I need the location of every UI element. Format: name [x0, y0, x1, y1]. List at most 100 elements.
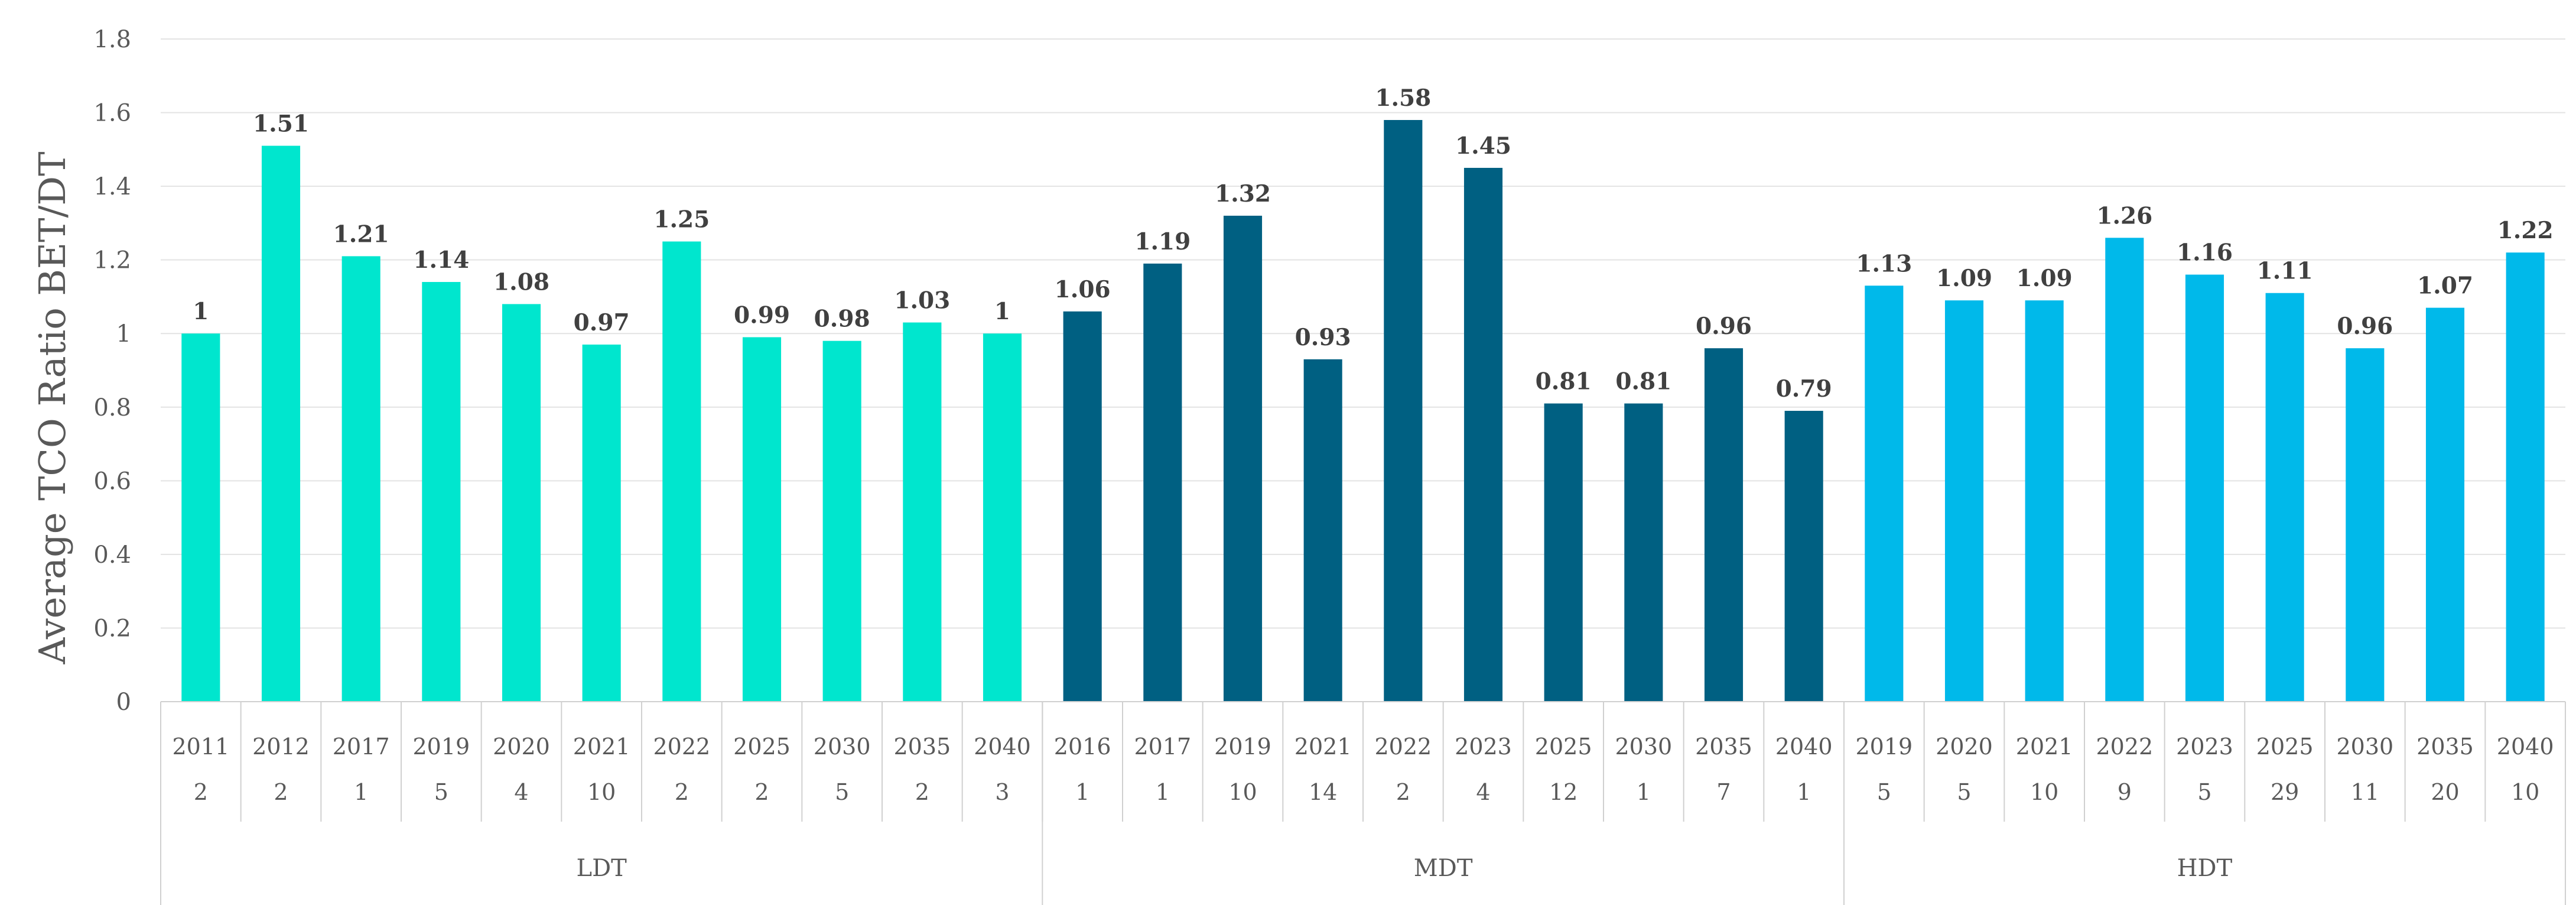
bar-mdt-2021 [1303, 359, 1342, 702]
data-label: 1.06 [1055, 276, 1111, 303]
bar-ldt-2030 [822, 340, 861, 702]
bar-hdt-2025 [2265, 293, 2304, 702]
data-label: 0.97 [574, 309, 630, 336]
x-tick-label-year: 2025 [1535, 734, 1592, 760]
bar-ldt-2021 [582, 344, 621, 702]
x-tick-label-count: 29 [2271, 779, 2299, 805]
bar-hdt-2022 [2105, 238, 2144, 702]
bar-ldt-2012 [261, 145, 301, 702]
bar-mdt-2019 [1223, 215, 1263, 702]
x-tick-label-count: 1 [1797, 779, 1811, 805]
x-tick-label-count: 5 [1877, 779, 1891, 805]
x-tick-label-year: 2040 [974, 734, 1031, 760]
x-tick-label-year: 2016 [1054, 734, 1111, 760]
bar-hdt-2021 [2025, 300, 2064, 702]
x-tick-label-year: 2021 [2016, 734, 2073, 760]
x-tick-label-count: 2 [915, 779, 929, 805]
bar-hdt-2023 [2185, 274, 2224, 702]
x-tick-label-year: 2040 [1775, 734, 1833, 760]
x-tick-label-count: 5 [1957, 779, 1971, 805]
y-tick-label: 0.2 [93, 615, 131, 642]
bar-ldt-2017 [341, 256, 380, 702]
data-label: 1.09 [1936, 265, 1992, 292]
bar-mdt-2030 [1624, 403, 1663, 702]
data-label: 1.11 [2257, 258, 2313, 285]
data-label: 0.93 [1295, 324, 1351, 351]
x-tick-label-count: 1 [1156, 779, 1170, 805]
bar-ldt-2040 [983, 333, 1022, 702]
x-tick-label-year: 2023 [1455, 734, 1512, 760]
data-label: 1.07 [2417, 273, 2473, 300]
y-tick-label: 1 [116, 320, 131, 348]
y-tick-label: 1.8 [93, 26, 131, 53]
x-tick-label-year: 2022 [653, 734, 710, 760]
x-axis: 2011220122201712019520204202110202222025… [160, 701, 2566, 905]
x-tick-label-count: 10 [2030, 779, 2058, 805]
data-label: 1 [994, 298, 1010, 325]
x-tick-label-year: 2019 [1214, 734, 1271, 760]
x-tick-label-count: 5 [835, 779, 849, 805]
x-tick-label-year: 2030 [1615, 734, 1672, 760]
data-label: 1.58 [1375, 85, 1431, 112]
x-tick-label-count: 5 [2197, 779, 2211, 805]
x-tick-label-count: 2 [1396, 779, 1410, 805]
bar-hdt-2035 [2425, 307, 2465, 702]
data-label: 1 [193, 298, 209, 325]
gridlines [161, 38, 2565, 629]
data-label: 0.81 [1536, 368, 1592, 395]
x-tick-label-year: 2021 [573, 734, 630, 760]
data-label: 1.14 [413, 246, 469, 274]
x-tick-label-count: 2 [274, 779, 288, 805]
x-tick-label-year: 2040 [2497, 734, 2554, 760]
data-label: 1.25 [653, 206, 710, 233]
x-tick-label-year: 2020 [1936, 734, 1993, 760]
y-tick-label: 1.4 [93, 173, 131, 200]
x-tick-label-count: 4 [514, 779, 528, 805]
y-tick-label: 0.4 [93, 541, 131, 569]
data-label: 0.96 [2337, 313, 2393, 340]
bar-ldt-2011 [181, 333, 220, 702]
x-tick-label-count: 9 [2118, 779, 2132, 805]
x-tick-label-year: 2030 [2336, 734, 2393, 760]
x-tick-label-count: 1 [1637, 779, 1651, 805]
y-axis-ticks: 0 0.2 0.4 0.6 0.8 1 1.2 1.4 1.6 1.8 [93, 26, 131, 716]
data-label: 1.09 [2016, 265, 2073, 292]
x-tick-label-count: 10 [2511, 779, 2539, 805]
x-tick-label-year: 2023 [2176, 734, 2233, 760]
x-tick-label-year: 2035 [2416, 734, 2474, 760]
y-tick-label: 0 [116, 689, 131, 716]
bar-hdt-2020 [1944, 300, 1984, 702]
bar-mdt-2040 [1784, 411, 1823, 702]
x-tick-label-count: 10 [1228, 779, 1257, 805]
x-tick-label-count: 20 [2431, 779, 2459, 805]
data-label: 0.81 [1615, 368, 1671, 395]
bar-hdt-2030 [2346, 348, 2385, 702]
data-label: 0.79 [1776, 375, 1832, 403]
data-label: 1.22 [2497, 217, 2554, 244]
bar-hdt-2040 [2506, 252, 2545, 702]
x-tick-label-year: 2030 [814, 734, 871, 760]
bar-ldt-2020 [502, 304, 541, 702]
x-tick-label-count: 4 [1476, 779, 1490, 805]
bar-mdt-2023 [1463, 167, 1503, 702]
x-tick-label-year: 2025 [733, 734, 791, 760]
data-label: 0.98 [814, 306, 870, 333]
x-tick-label-count: 7 [1716, 779, 1731, 805]
x-tick-label-count: 11 [2351, 779, 2379, 805]
x-tick-label-count: 1 [1075, 779, 1089, 805]
x-tick-label-year: 2019 [1855, 734, 1913, 760]
group-label-hdt: HDT [2177, 855, 2233, 882]
x-tick-label-year: 2019 [412, 734, 470, 760]
x-tick-label-year: 2011 [172, 734, 229, 760]
data-label: 0.96 [1696, 313, 1752, 340]
group-label-ldt: LDT [577, 855, 627, 882]
data-label: 1.45 [1455, 132, 1511, 160]
data-label: 1.51 [253, 111, 309, 138]
bar-hdt-2019 [1865, 286, 1904, 702]
x-tick-label-year: 2035 [893, 734, 951, 760]
bars [181, 120, 2545, 702]
x-tick-label-count: 2 [754, 779, 769, 805]
x-tick-label-year: 2025 [2256, 734, 2314, 760]
x-tick-label-count: 5 [434, 779, 448, 805]
